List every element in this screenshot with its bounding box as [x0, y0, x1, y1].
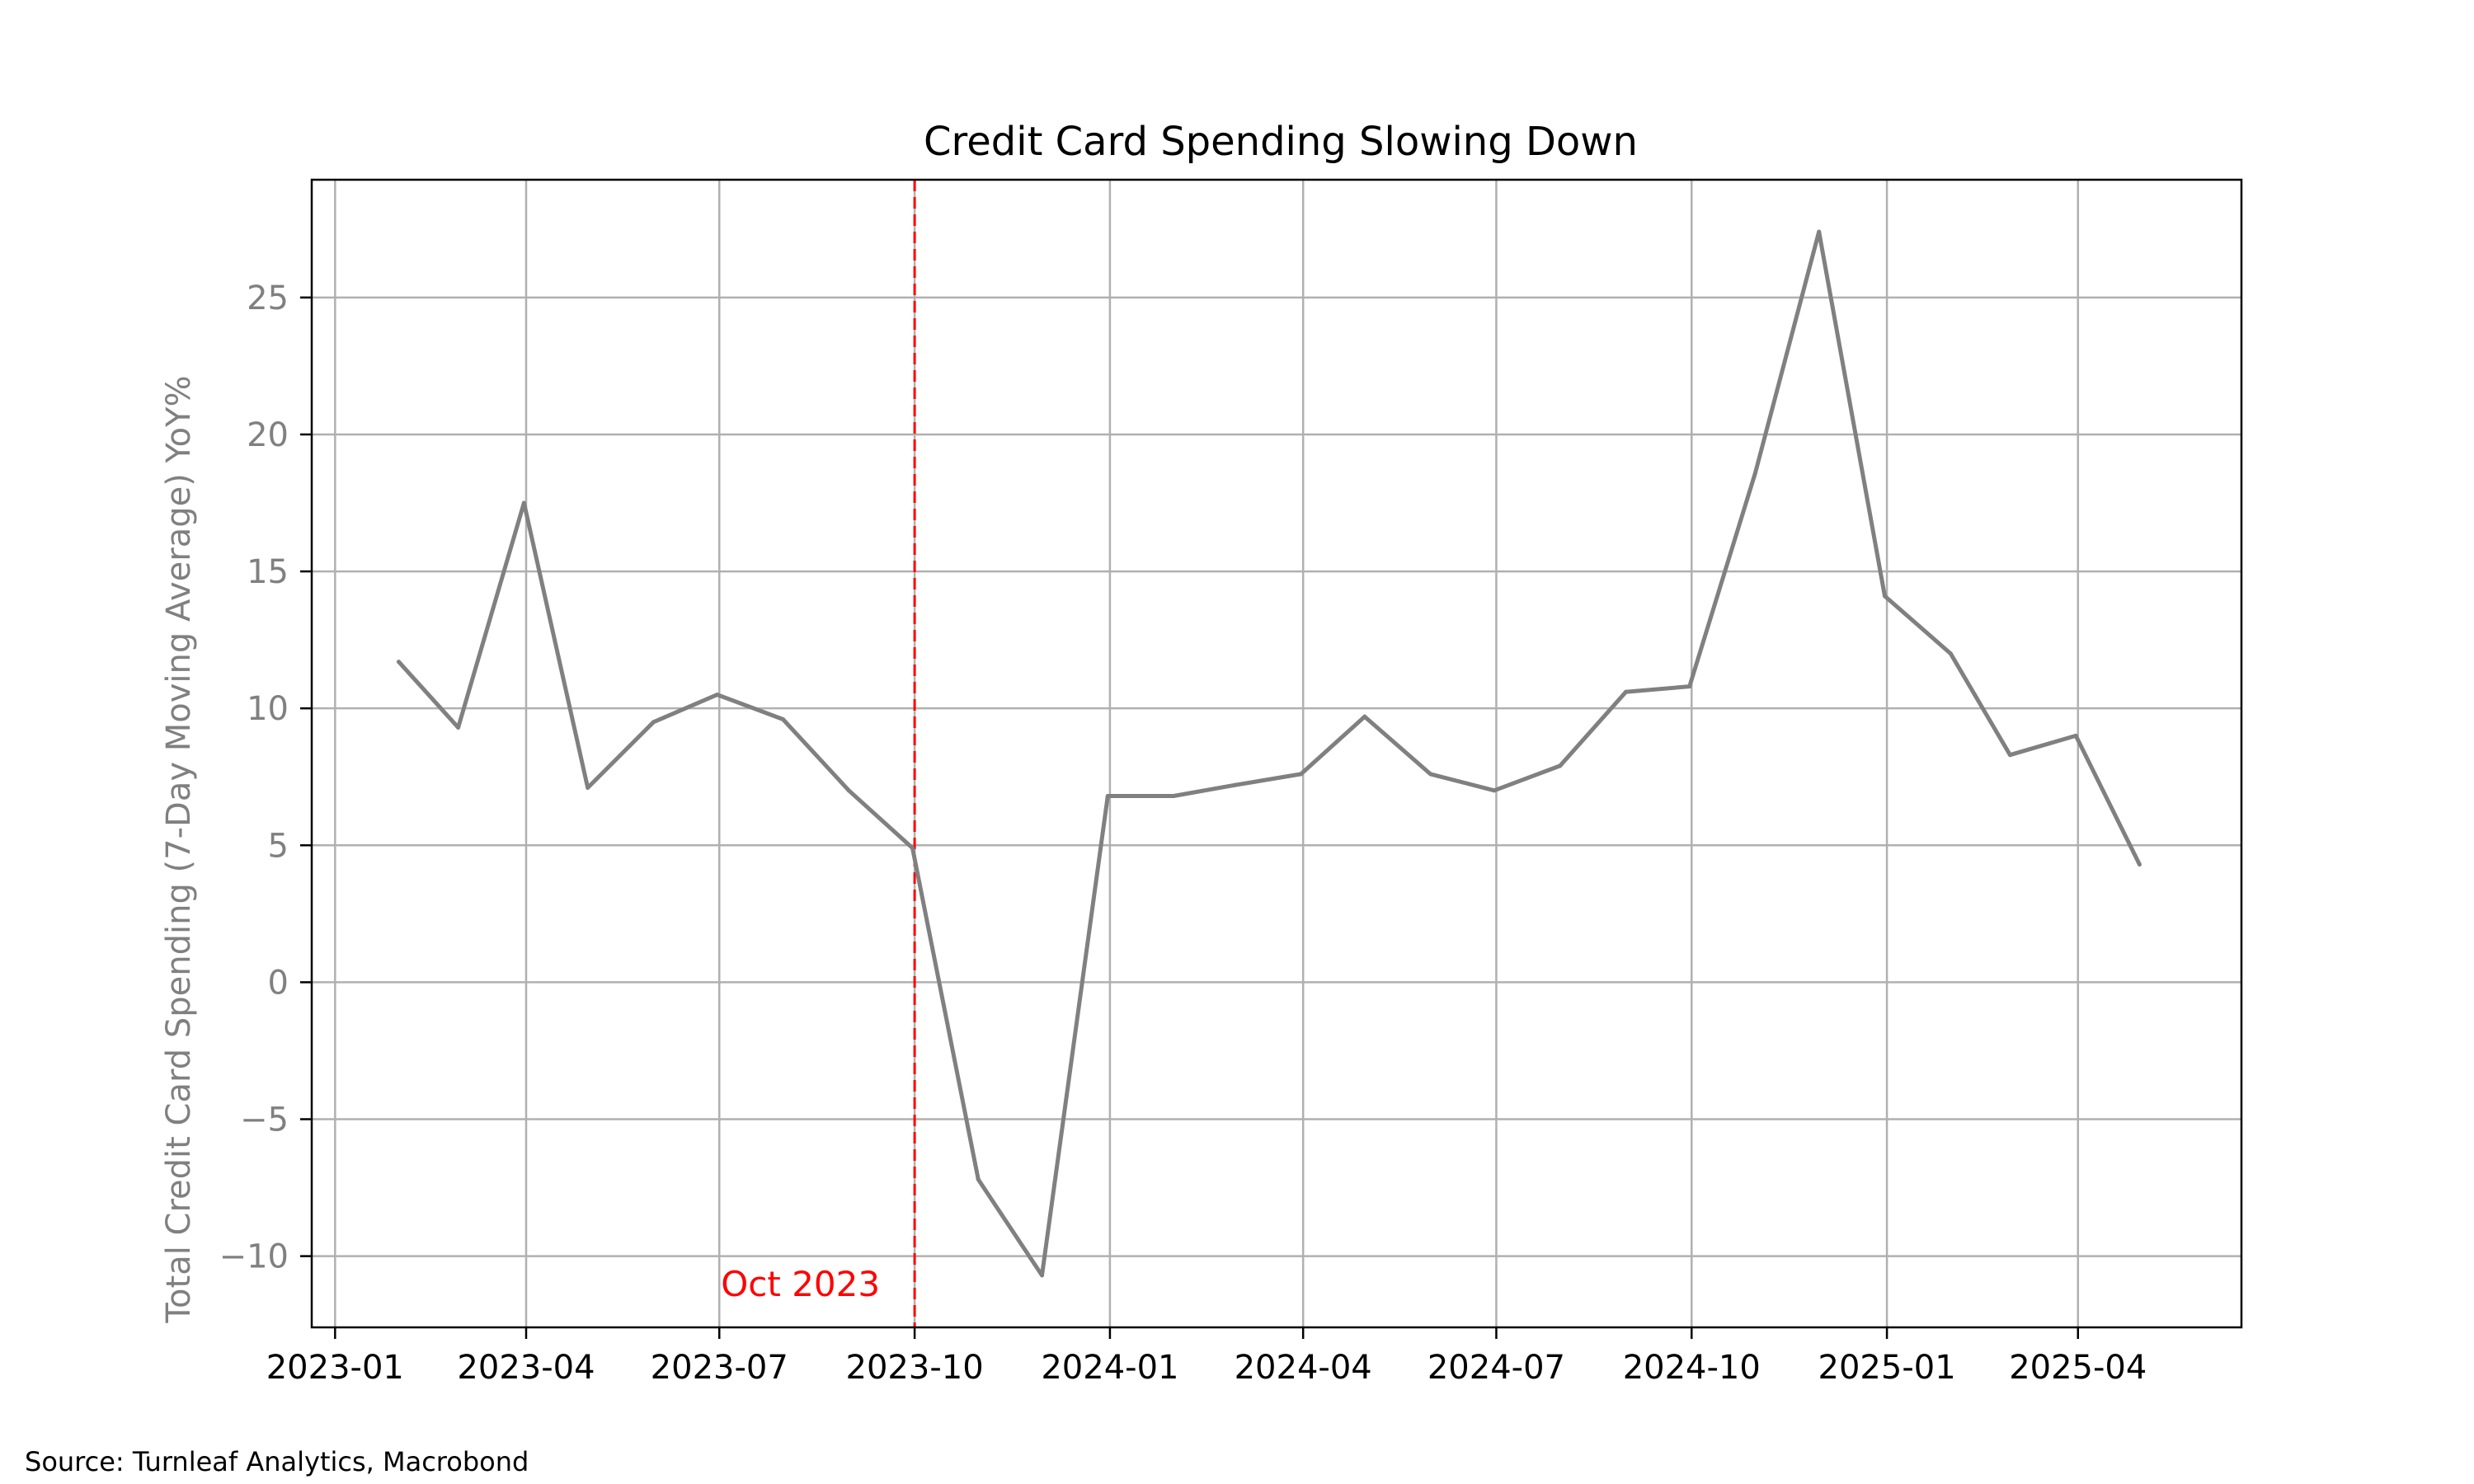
y-tick-label: 5	[268, 827, 289, 865]
data-point	[1948, 651, 1953, 656]
series-group	[397, 229, 2142, 1278]
y-tick-label: 20	[247, 416, 289, 454]
x-tick-label: 2023-01	[266, 1349, 404, 1387]
y-tick-label: 0	[268, 964, 289, 1002]
source-note: Source: Turnleaf Analytics, Macrobond	[25, 1446, 529, 1477]
data-point	[846, 788, 851, 793]
data-point	[521, 500, 526, 505]
y-tick-label: −10	[219, 1238, 289, 1276]
series-line	[397, 229, 2142, 1278]
data-point	[2073, 733, 2078, 738]
data-point	[1105, 793, 1110, 798]
data-point	[1883, 594, 1888, 599]
reference-line-group: Oct 2023	[721, 180, 916, 1327]
data-point	[1040, 1273, 1045, 1278]
data-point	[910, 846, 915, 851]
x-tick-label: 2025-04	[2009, 1349, 2147, 1387]
data-point	[1233, 782, 1238, 787]
data-point	[1171, 793, 1176, 798]
data-point	[2007, 753, 2012, 758]
data-point	[456, 725, 461, 730]
x-tick-label: 2023-10	[846, 1349, 984, 1387]
data-point	[976, 1177, 981, 1182]
data-point	[2137, 862, 2142, 867]
y-tick-label: 15	[247, 553, 289, 591]
data-point	[1299, 772, 1304, 777]
chart-title: Credit Card Spending Slowing Down	[924, 119, 1638, 165]
x-tick-label: 2024-10	[1623, 1349, 1761, 1387]
data-point	[1687, 684, 1692, 689]
data-point	[780, 716, 785, 721]
data-point	[1623, 689, 1628, 694]
data-point	[1428, 772, 1433, 777]
x-tick-label: 2025-01	[1818, 1349, 1956, 1387]
x-tick-label: 2023-07	[651, 1349, 788, 1387]
data-point	[586, 786, 590, 791]
plot-frame	[310, 178, 2243, 1329]
vline-annotation: Oct 2023	[721, 1264, 880, 1304]
data-point	[715, 693, 720, 697]
x-tick-label: 2024-07	[1427, 1349, 1565, 1387]
data-point	[1362, 714, 1367, 719]
y-tick-label: 25	[247, 279, 289, 317]
grid-lines	[312, 180, 2241, 1327]
data-point	[1558, 763, 1563, 768]
data-point	[397, 660, 402, 665]
data-point	[1817, 229, 1822, 234]
x-tick-label: 2024-01	[1041, 1349, 1178, 1387]
y-axis-label: Total Credit Card Spending (7-Day Moving…	[160, 375, 198, 1323]
data-point	[1492, 788, 1497, 793]
x-axis: 2023-01 2023-04 2023-07 2023-10 2024-01 2024-…	[266, 1327, 2147, 1387]
data-point	[1752, 470, 1757, 475]
y-tick-label: 10	[247, 690, 289, 728]
y-tick-label: −5	[240, 1101, 289, 1139]
y-axis: 25 20 15 10 5 0 −5 −10	[219, 279, 312, 1276]
x-tick-label: 2024-04	[1235, 1349, 1372, 1387]
x-tick-label: 2023-04	[457, 1349, 595, 1387]
data-point	[651, 720, 656, 725]
